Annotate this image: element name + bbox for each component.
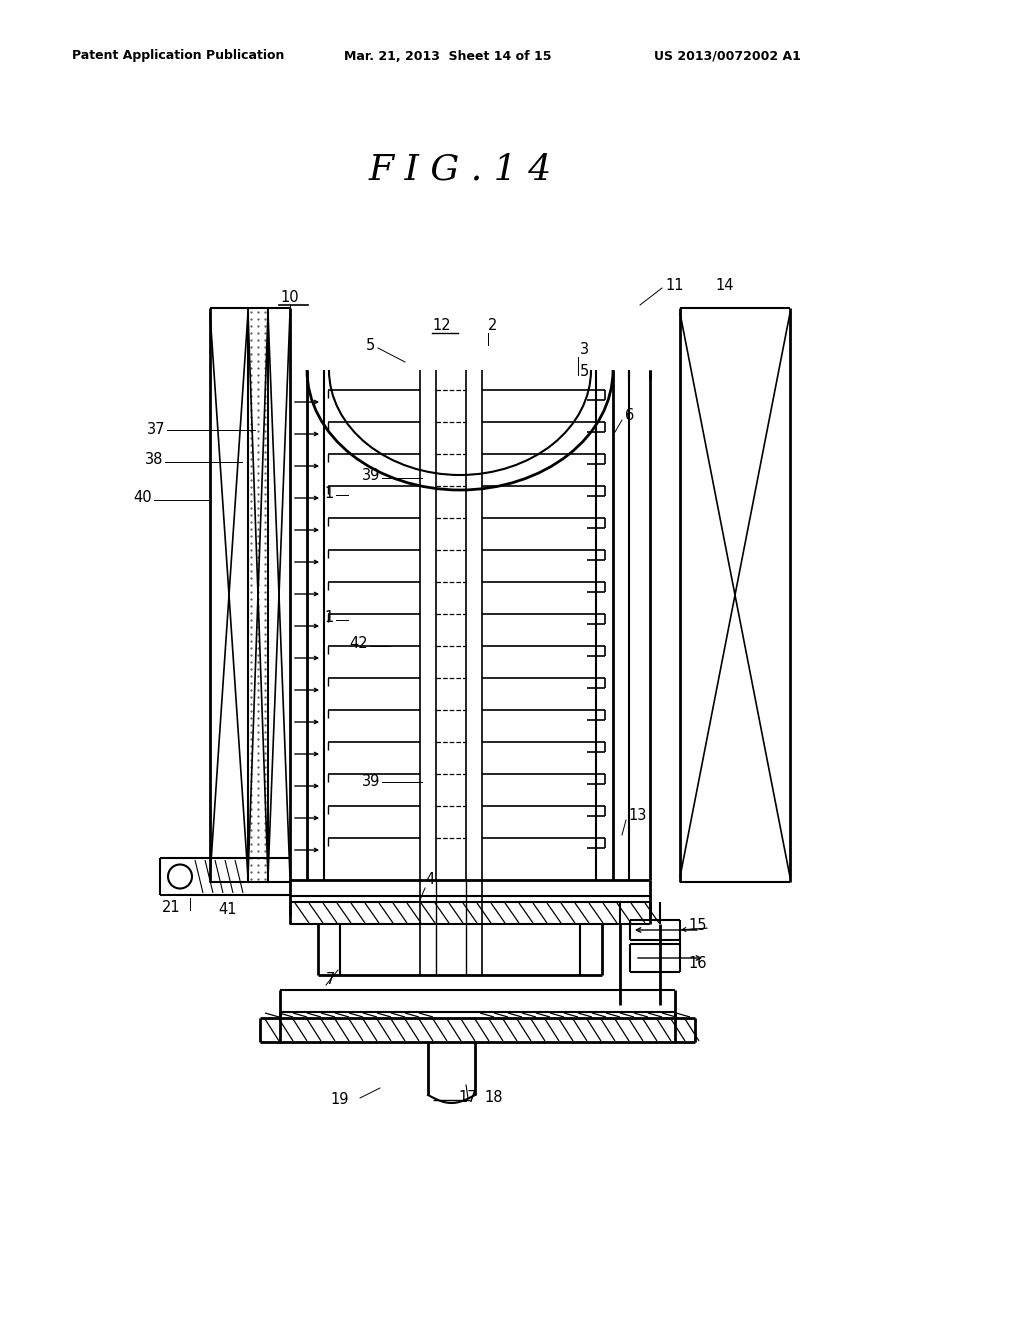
Text: Mar. 21, 2013  Sheet 14 of 15: Mar. 21, 2013 Sheet 14 of 15 (344, 49, 552, 62)
Text: 2: 2 (488, 318, 498, 333)
Text: 18: 18 (484, 1090, 503, 1106)
Text: 39: 39 (361, 469, 380, 483)
Text: F I G . 1 4: F I G . 1 4 (369, 153, 552, 187)
Text: 13: 13 (628, 808, 646, 822)
Text: 41: 41 (218, 903, 237, 917)
Text: 10: 10 (281, 289, 299, 305)
Text: 11: 11 (665, 277, 683, 293)
Text: 4: 4 (425, 873, 434, 887)
Text: 42: 42 (349, 636, 368, 652)
Text: 15: 15 (688, 917, 707, 932)
Text: 14: 14 (715, 277, 733, 293)
Text: 17: 17 (459, 1090, 477, 1106)
Text: 40: 40 (133, 491, 152, 506)
Text: 6: 6 (625, 408, 634, 422)
Text: 16: 16 (688, 957, 707, 972)
Text: 5: 5 (366, 338, 375, 352)
Text: 1: 1 (325, 486, 334, 500)
Text: 1: 1 (325, 610, 334, 626)
Text: US 2013/0072002 A1: US 2013/0072002 A1 (654, 49, 801, 62)
Text: Patent Application Publication: Patent Application Publication (72, 49, 285, 62)
Text: 38: 38 (144, 453, 163, 467)
Text: 19: 19 (331, 1093, 349, 1107)
Text: 5: 5 (580, 364, 589, 380)
Text: 39: 39 (361, 775, 380, 789)
Text: 3: 3 (580, 342, 589, 358)
Text: 37: 37 (146, 422, 165, 437)
Text: 12: 12 (433, 318, 452, 333)
Text: 21: 21 (162, 900, 180, 916)
Text: 7: 7 (326, 973, 336, 987)
